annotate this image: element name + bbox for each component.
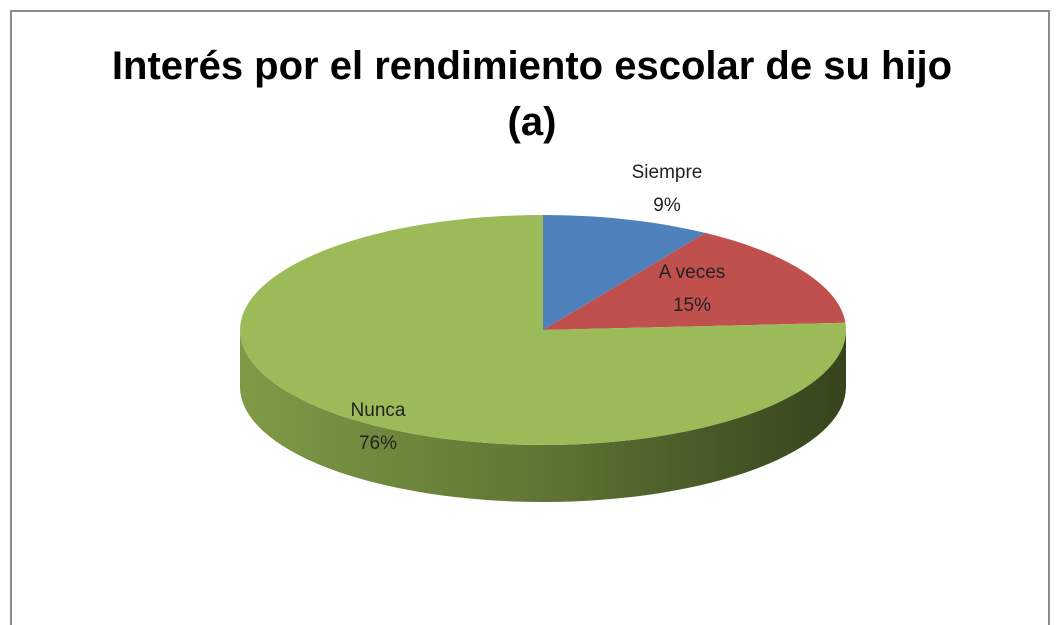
slice-value-label: 15%: [673, 295, 711, 316]
chart-frame: [10, 10, 1050, 625]
slice-category-label: A veces: [659, 262, 726, 283]
slice-category-label: Nunca: [351, 400, 406, 421]
chart-title: Interés por el rendimiento escolar de su…: [111, 44, 953, 144]
pie-slice-side: [240, 330, 846, 502]
slice-value-label: 76%: [359, 433, 397, 454]
slice-value-label: 9%: [653, 195, 681, 216]
pie-slice: [240, 215, 847, 445]
slice-category-label: Siempre: [632, 162, 703, 183]
pie-slice: [543, 215, 706, 330]
pie-slice: [543, 232, 846, 330]
